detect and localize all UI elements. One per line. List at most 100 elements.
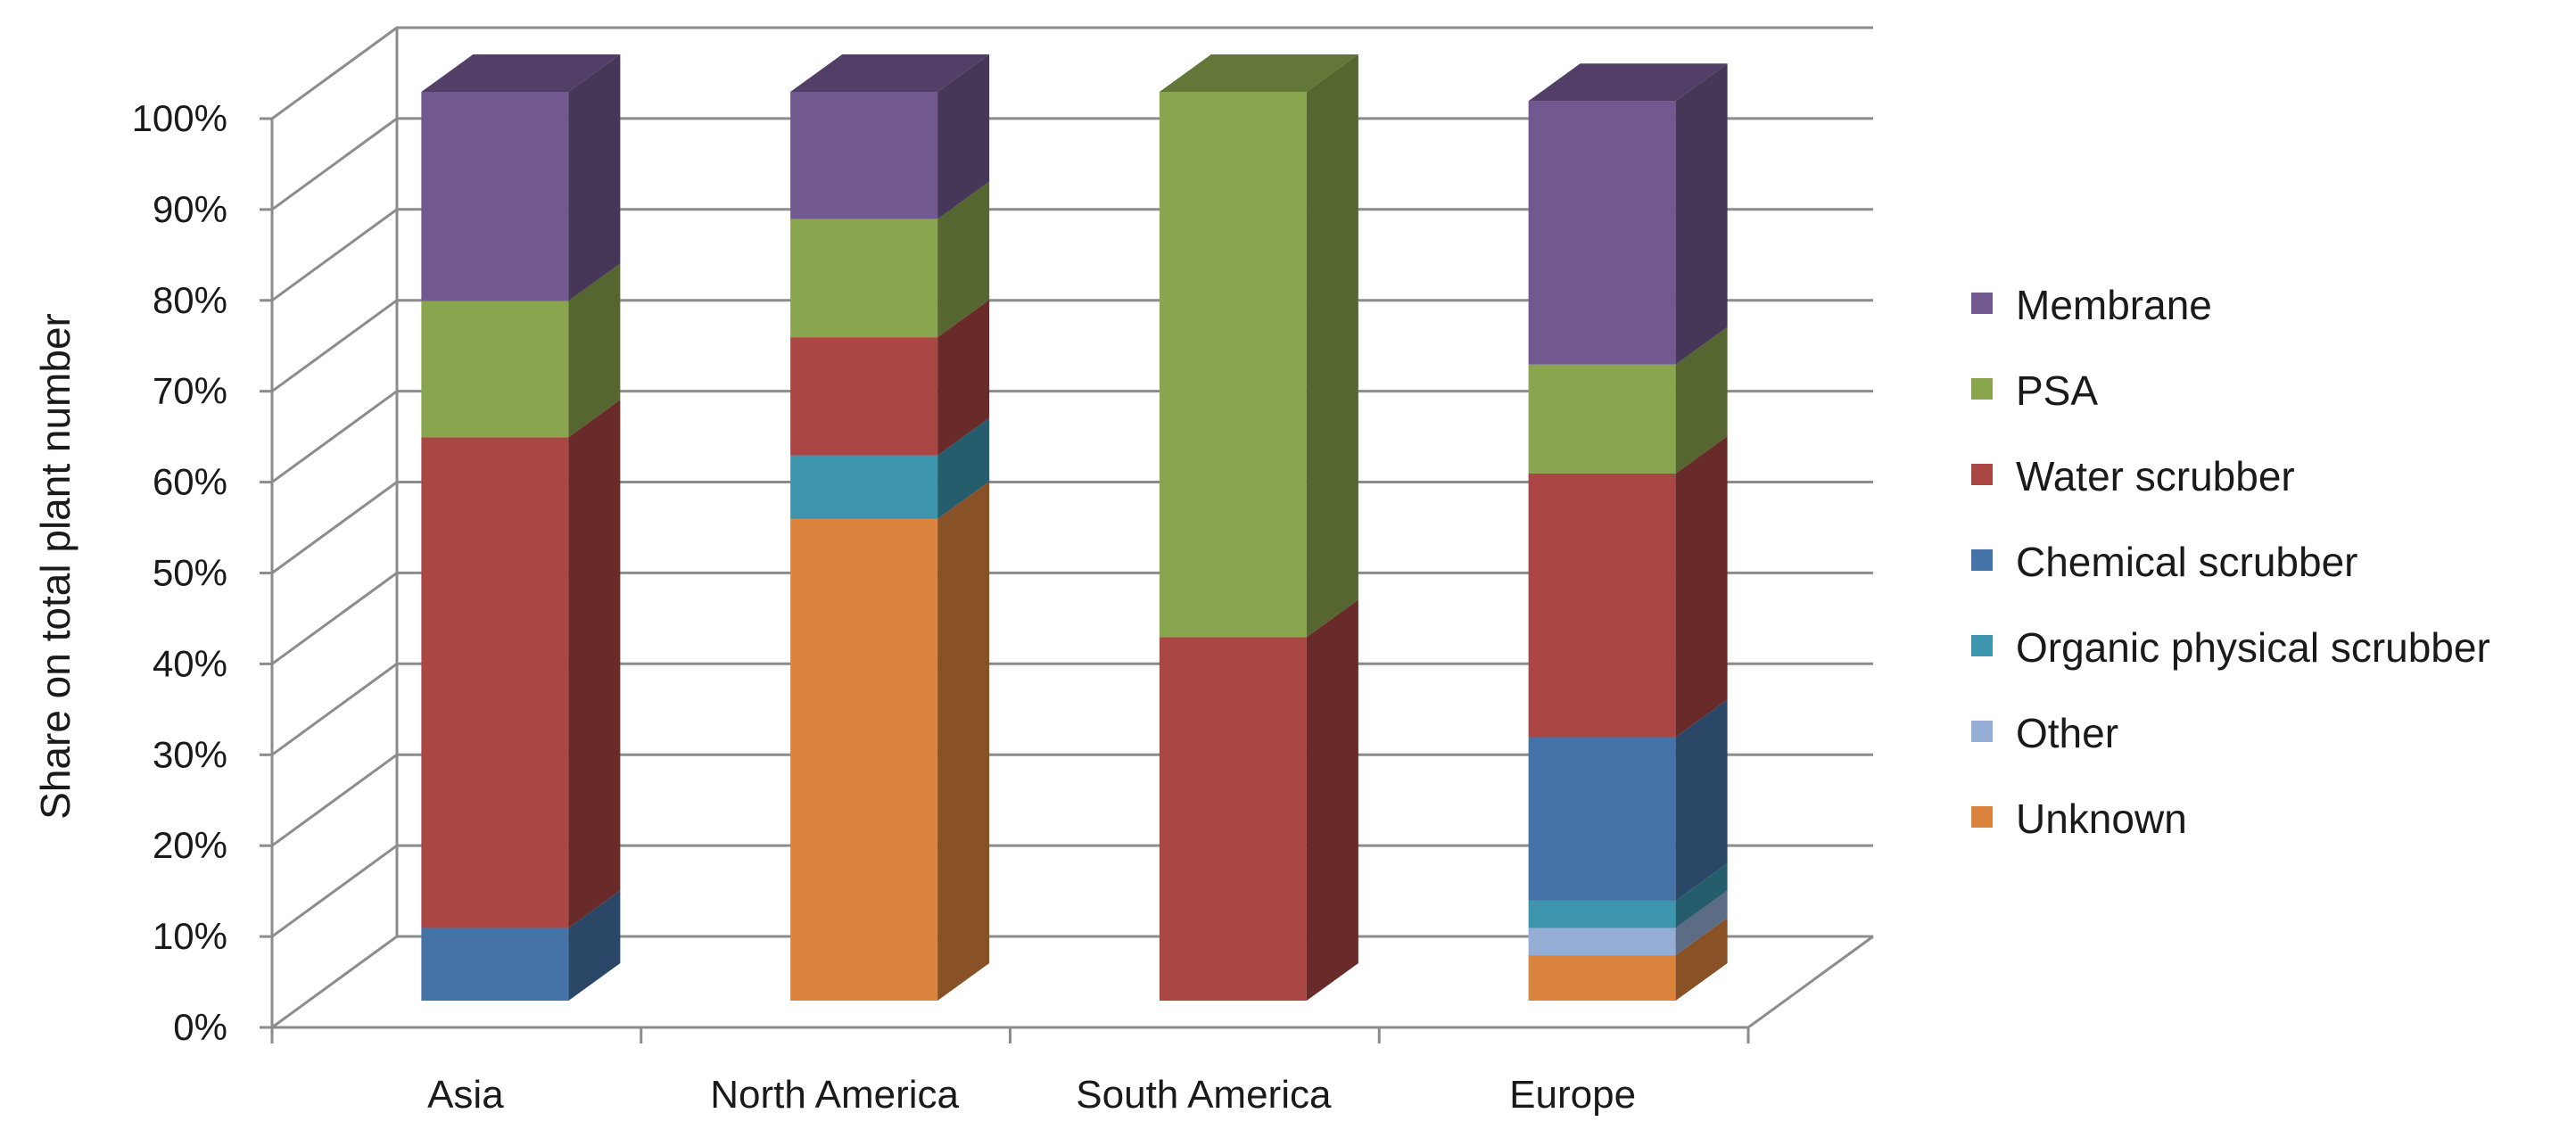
y-tick-label: 50% (153, 552, 227, 594)
bars (421, 54, 1728, 1001)
bar-front-face (1528, 364, 1676, 474)
bar-front-face (790, 219, 938, 338)
y-tick-label: 90% (153, 188, 227, 230)
gridline (271, 390, 1873, 483)
bar-front-face (421, 437, 569, 928)
bar-segment (1528, 435, 1728, 738)
y-tick-label: 10% (153, 915, 227, 957)
gridline (271, 844, 1873, 938)
legend-swatch (1971, 549, 1993, 571)
bar-segment (1528, 918, 1728, 1001)
legend-item: PSA (1971, 367, 2098, 414)
legend-label: Membrane (2016, 282, 2212, 328)
x-tick-label: Asia (427, 1073, 504, 1117)
bar-side-face (568, 263, 621, 438)
y-tick-label: 30% (153, 733, 227, 775)
legend-item: Other (1971, 710, 2118, 756)
bar-segment (790, 417, 990, 519)
legend-label: PSA (2016, 367, 2098, 414)
bar-side-face (1306, 54, 1358, 638)
legend-label: Chemical scrubber (2016, 539, 2357, 585)
legend-swatch (1971, 464, 1993, 485)
gridline (271, 571, 1873, 665)
bar-segment (790, 300, 990, 456)
bar-top-face (1528, 63, 1728, 102)
legend-swatch (1971, 721, 1993, 742)
bar-top-face (1159, 54, 1358, 92)
bar-segment (421, 890, 621, 1001)
bar-front-face (1159, 637, 1307, 1001)
bar-side-face (568, 54, 621, 301)
bar-segment (421, 263, 621, 438)
bar-side-face (937, 300, 990, 456)
bar-front-face (790, 518, 938, 1001)
y-tick-label: 0% (173, 1006, 227, 1048)
bar-segment (790, 181, 990, 338)
bar-front-face (1528, 737, 1676, 901)
legend-item: Water scrubber (1971, 453, 2295, 499)
bar-segment (1528, 326, 1728, 474)
legend-label: Other (2016, 710, 2118, 756)
bar-side-face (1675, 862, 1728, 928)
bar-segment (1159, 599, 1358, 1001)
bar-segment (1528, 63, 1728, 365)
legend-swatch (1971, 293, 1993, 314)
bar-side-face (1675, 699, 1728, 901)
y-tick-label: 100% (132, 97, 227, 139)
bar-side-face (937, 417, 990, 519)
bar-side-face (937, 481, 990, 1001)
floor-right-edge (1747, 935, 1874, 1029)
bar-side-face (1675, 326, 1728, 474)
legend-swatch (1971, 378, 1993, 400)
bar-front-face (1159, 92, 1307, 638)
legend: Membrane PSA Water scrubber Chemical scrubb… (1971, 282, 2490, 842)
y-tick-label: 20% (153, 824, 227, 866)
legend-item: Membrane (1971, 282, 2212, 328)
bar-segment (1528, 699, 1728, 901)
bar-segment (1159, 54, 1358, 638)
legend-item: Unknown (1971, 796, 2187, 842)
x-tick-label: North America (710, 1073, 959, 1117)
bar-side-face (1675, 918, 1728, 1001)
gridline (271, 662, 1873, 756)
bar-side-face (1306, 599, 1358, 1001)
bar-front-face (790, 337, 938, 456)
bar-top-face (421, 54, 621, 92)
y-tick-label: 80% (153, 279, 227, 321)
bar-segment (790, 481, 990, 1001)
bar-front-face (790, 92, 938, 219)
legend-item: Organic physical scrubber (1971, 624, 2490, 671)
bar-segment (1528, 862, 1728, 928)
bar-front-face (790, 455, 938, 519)
bar-front-face (1528, 955, 1676, 1001)
bar-front-face (421, 92, 569, 301)
bar-segment (1528, 890, 1728, 956)
legend-swatch (1971, 806, 1993, 828)
legend-label: Unknown (2016, 796, 2187, 842)
y-tick-label: 40% (153, 642, 227, 684)
bar-front-face (1528, 900, 1676, 928)
bar-front-face (421, 928, 569, 1001)
bar-side-face (1675, 890, 1728, 956)
bar-front-face (1528, 928, 1676, 956)
bar-side-face (568, 890, 621, 1001)
bar-side-face (1675, 435, 1728, 738)
bar-segment (421, 400, 621, 928)
legend-item: Chemical scrubber (1971, 539, 2357, 585)
x-tick-label: Europe (1509, 1073, 1636, 1117)
bar-side-face (1675, 63, 1728, 365)
x-axis: Asia North America South America Europe (270, 1026, 1750, 1117)
bar-side-face (568, 400, 621, 928)
y-axis-ticks: 0% 10% 20% 30% 40% 50% 60% 70% 80% 90% 100% (132, 97, 272, 1048)
gridline (271, 117, 1873, 211)
bar-side-face (937, 181, 990, 338)
gridline (271, 753, 1873, 847)
gridlines (271, 26, 1873, 1029)
gridline (271, 208, 1873, 302)
bar-segment (421, 54, 621, 301)
y-tick-label: 60% (153, 461, 227, 503)
legend-swatch (1971, 635, 1993, 656)
bar-front-face (1528, 101, 1676, 365)
bar-top-face (790, 54, 990, 92)
